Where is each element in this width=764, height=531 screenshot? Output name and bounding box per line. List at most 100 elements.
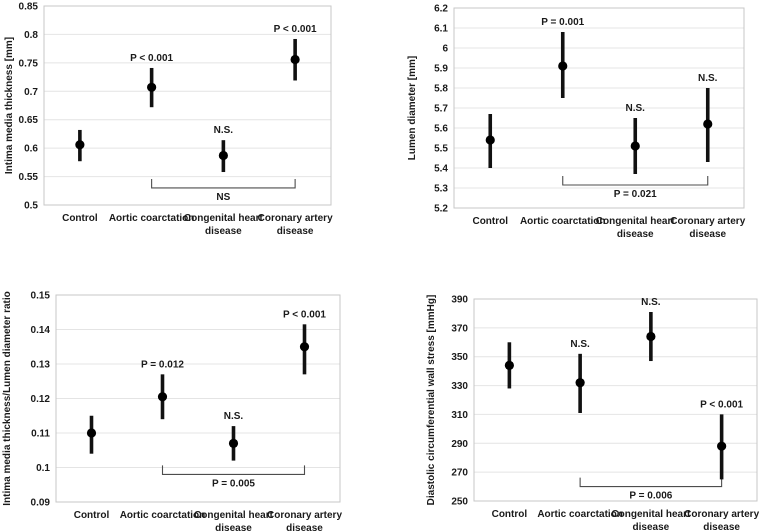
category-label: Congenital heart [596, 216, 676, 227]
y-axis-title: Intima media thickness [mm] [4, 37, 15, 174]
y-tick-label: 390 [451, 295, 468, 306]
point-marker [485, 135, 495, 145]
point-marker [575, 378, 585, 388]
point-marker [86, 428, 97, 438]
point-marker [717, 441, 727, 451]
p-value-label: N.S. [626, 103, 646, 114]
category-label: Control [472, 216, 508, 227]
category-label: Congenital heart [194, 510, 274, 521]
intima-media-thickness-chart: 0.5 0.55 0.6 0.65 0.7 0.75 0.8 0.85 Intima media… [4, 2, 333, 238]
category-label: Coronary artery [258, 213, 333, 224]
category-label: Congenital heart [184, 213, 264, 224]
p-value-label: P < 0.001 [283, 309, 326, 320]
p-value-label: P < 0.001 [700, 399, 743, 410]
category-label: Coronary artery [267, 510, 342, 521]
chart-diastolic-wall-stress: 250 270 290 310 330 350 370 390 Diastolic circum… [382, 266, 764, 531]
p-value-label: N.S. [224, 411, 244, 422]
y-tick-label: 270 [451, 468, 468, 479]
y-tick-label: 0.15 [31, 291, 51, 302]
p-value-label: P = 0.012 [141, 359, 184, 370]
category-label: Coronary artery [670, 216, 745, 227]
significance-bracket [161, 465, 306, 475]
y-tick-label: 0.5 [24, 201, 38, 212]
point-marker [228, 438, 239, 448]
y-tick-label: 5.7 [434, 104, 448, 115]
y-axis-title: Diastolic circumferential wall stress [m… [426, 295, 437, 506]
y-tick-label: 0.55 [19, 172, 39, 183]
y-tick-label: 330 [451, 381, 468, 392]
category-label: disease [633, 522, 670, 531]
category-label: Control [492, 509, 528, 520]
point-marker [504, 360, 514, 370]
y-tick-label: 6.2 [434, 4, 448, 15]
p-value-label: N.S. [214, 125, 234, 136]
y-tick-label: 6.1 [434, 24, 448, 35]
chart-imt-lumen-ratio: 0.09 0.1 0.11 0.12 0.13 0.14 0.15 Intima media … [0, 266, 382, 531]
y-tick-label: 6 [442, 44, 448, 55]
y-tick-label: 0.13 [31, 360, 51, 371]
p-value-label: P = 0.001 [541, 17, 584, 28]
y-tick-label: 350 [451, 352, 468, 363]
p-value-label: P < 0.001 [274, 24, 317, 35]
category-label: disease [703, 522, 740, 531]
point-marker [630, 141, 640, 151]
y-tick-label: 370 [451, 323, 468, 334]
category-label: Aortic coarctation [537, 509, 623, 520]
diastolic-wall-stress-chart: 250 270 290 310 330 350 370 390 Diastolic circum… [426, 295, 760, 531]
point-marker [75, 140, 85, 150]
category-label: Aortic coarctation [109, 213, 195, 224]
y-tick-label: 290 [451, 439, 468, 450]
category-label: disease [205, 226, 242, 237]
imt-lumen-ratio-chart: 0.09 0.1 0.11 0.12 0.13 0.14 0.15 Intima media … [2, 291, 342, 531]
point-marker [558, 61, 568, 71]
y-tick-label: 5.6 [434, 124, 448, 135]
y-axis-title: Lumen diameter [mm] [407, 56, 418, 160]
chart-intima-media-thickness: 0.5 0.55 0.6 0.65 0.7 0.75 0.8 0.85 Intima media… [0, 0, 382, 266]
category-label: disease [277, 226, 314, 237]
plot-border [55, 294, 341, 503]
y-tick-label: 5.9 [434, 64, 448, 75]
category-label: Coronary artery [684, 509, 759, 520]
point-marker [157, 392, 168, 402]
lumen-diameter-chart: 5.2 5.3 5.4 5.5 5.6 5.7 5.8 5.9 6 6.1 6.2 Lumen dia… [407, 4, 746, 241]
chart-lumen-diameter: 5.2 5.3 5.4 5.5 5.6 5.7 5.8 5.9 6 6.1 6.2 Lumen dia… [382, 0, 764, 266]
bracket-p-value-label: NS [216, 192, 230, 203]
category-label: disease [215, 523, 252, 531]
category-label: disease [286, 523, 323, 531]
y-tick-label: 0.1 [36, 463, 50, 474]
y-tick-label: 310 [451, 410, 468, 421]
category-label: Aortic coarctation [520, 216, 606, 227]
significance-bracket [151, 178, 296, 189]
category-label: disease [689, 229, 726, 240]
category-label: disease [617, 229, 654, 240]
y-tick-label: 5.4 [434, 164, 448, 175]
y-tick-label: 250 [451, 497, 468, 508]
p-value-label: N.S. [641, 297, 661, 308]
category-label: Control [62, 213, 98, 224]
p-value-label: N.S. [570, 339, 590, 350]
bracket-p-value-label: P = 0.021 [614, 189, 657, 200]
category-label: Control [74, 510, 110, 521]
category-label: Aortic coarctation [120, 510, 206, 521]
y-tick-label: 0.8 [24, 30, 38, 41]
y-tick-label: 0.12 [31, 394, 51, 405]
y-tick-label: 0.85 [19, 2, 39, 13]
y-tick-label: 0.14 [31, 325, 51, 336]
y-tick-label: 0.09 [31, 498, 51, 509]
y-tick-label: 0.6 [24, 144, 38, 155]
plot-border [43, 5, 332, 206]
y-tick-label: 5.8 [434, 84, 448, 95]
p-value-label: N.S. [698, 73, 718, 84]
point-marker [147, 82, 157, 92]
bracket-p-value-label: P = 0.005 [212, 478, 255, 489]
y-tick-label: 0.11 [31, 429, 50, 440]
point-marker [299, 342, 310, 352]
y-tick-label: 0.65 [19, 115, 39, 126]
category-label: Congenital heart [611, 509, 691, 520]
y-tick-label: 5.2 [434, 204, 448, 215]
y-tick-label: 0.7 [24, 87, 38, 98]
significance-bracket [562, 176, 709, 186]
plot-border [453, 7, 745, 209]
y-axis-title: Intima media thickness/Lumen diameter ra… [2, 291, 13, 506]
